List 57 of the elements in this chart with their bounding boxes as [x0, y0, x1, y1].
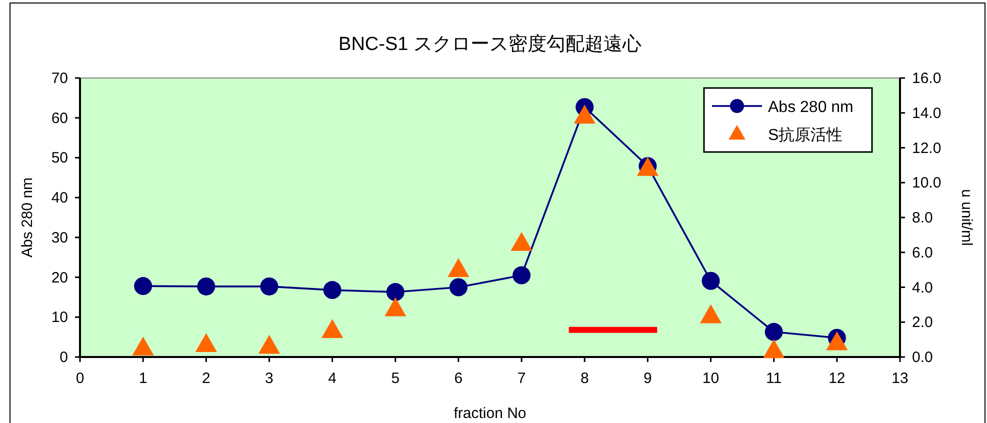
y2-tick-label: 4.0 [912, 279, 933, 296]
x-tick-label: 11 [766, 370, 782, 387]
y-tick-label: 70 [51, 70, 68, 87]
y2-tick-label: 6.0 [912, 244, 933, 262]
x-tick-label: 2 [202, 370, 210, 387]
point [448, 258, 470, 278]
y-tick-label: 30 [51, 229, 68, 246]
x-axis-title: fraction No [454, 405, 526, 422]
y-tick-label: 0 [60, 349, 68, 366]
point [322, 319, 344, 338]
y2-tick-label: 12.0 [912, 140, 942, 157]
point [197, 277, 216, 296]
point [574, 104, 596, 124]
y2-tick-label: 0.0 [912, 349, 933, 366]
point [386, 283, 404, 302]
point [323, 281, 342, 300]
point [826, 331, 848, 350]
point [260, 277, 278, 296]
y2-tick-label: 8.0 [912, 210, 933, 226]
y2-axis-title: u unit/ml [958, 189, 975, 246]
legend-label: S抗原活性 [768, 126, 843, 144]
point [384, 297, 406, 316]
x-tick-label: 1 [138, 370, 148, 387]
x-tick-label: 9 [644, 370, 652, 387]
chart-title: BNC-S1 スクロース密度勾配超遠心 [338, 33, 642, 55]
point [702, 272, 720, 290]
x-tick-label: 4 [328, 370, 336, 387]
x-tick-label: 3 [265, 370, 274, 387]
x-tick-label: 7 [517, 370, 526, 387]
y2-tick-label: 14.0 [912, 104, 942, 122]
y-tick-label: 20 [51, 269, 68, 286]
point [449, 278, 468, 296]
point [195, 333, 217, 352]
point [134, 277, 152, 296]
point [764, 322, 783, 341]
y2-tick-label: 16.0 [912, 70, 942, 87]
x-tick-label: 0 [76, 370, 84, 387]
x-tick-label: 5 [391, 370, 400, 387]
y-tick-label: 60 [51, 110, 68, 127]
point [700, 304, 722, 324]
y-tick-label: 50 [51, 150, 68, 167]
x-tick-label: 10 [702, 370, 720, 387]
y-axis-title: Abs 280 nm [19, 177, 36, 258]
x-tick-label: 13 [892, 370, 908, 387]
point [132, 336, 154, 356]
point [763, 339, 785, 358]
x-tick-label: 8 [580, 370, 589, 387]
point [258, 334, 280, 354]
y2-tick-label: 2.0 [912, 314, 933, 332]
y-tick-label: 10 [51, 309, 68, 326]
point [512, 266, 531, 284]
point [510, 232, 532, 251]
y-tick-label: 40 [51, 190, 68, 207]
y2-tick-label: 10.0 [912, 174, 942, 192]
x-tick-label: 6 [454, 370, 463, 387]
x-tick-label: 12 [828, 370, 846, 387]
legend-label: Abs 280 nm [768, 99, 854, 116]
